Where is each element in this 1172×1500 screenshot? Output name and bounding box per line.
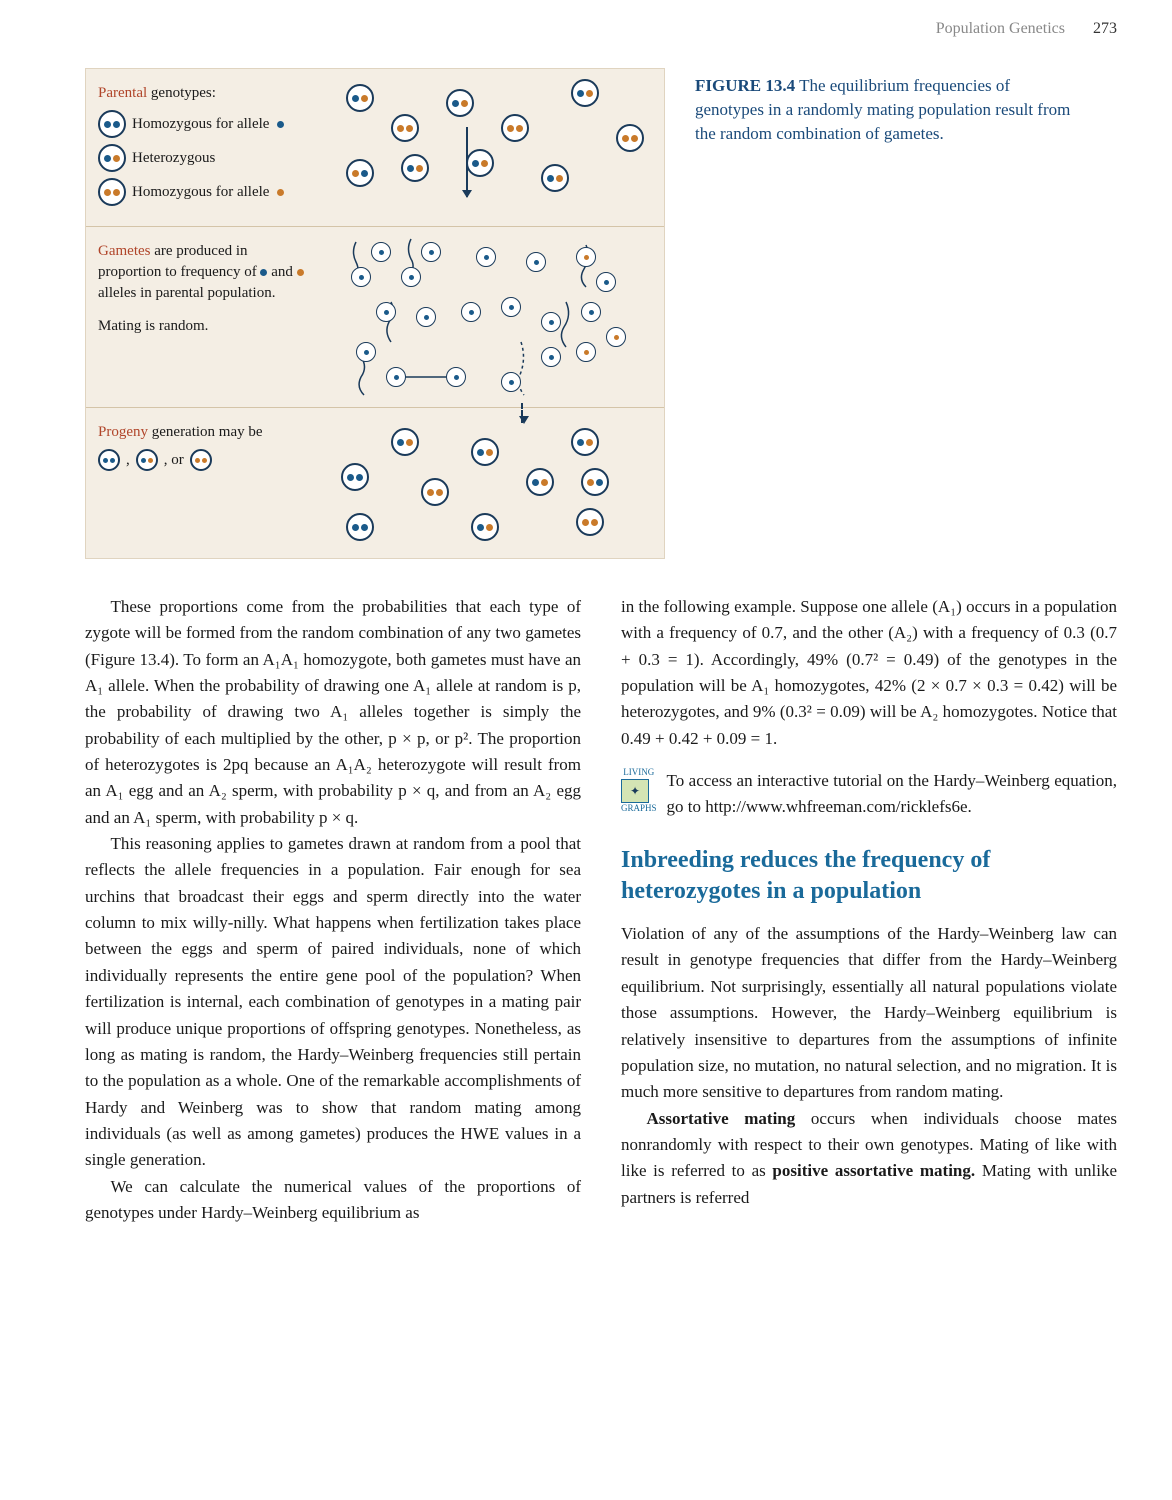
body-columns: These proportions come from the probabil… [85,594,1117,1226]
page-number: 273 [1093,20,1117,37]
figure-caption: FIGURE 13.4 The equilibrium frequencies … [695,68,1075,559]
col2-p1: in the following example. Suppose one al… [621,594,1117,752]
left-column: These proportions come from the probabil… [85,594,581,1226]
section-heading: Inbreeding reduces the frequency of hete… [621,845,1117,907]
figure-13-4: Parental genotypes: Homozygous for allel… [85,68,665,559]
panel2-gametes [316,227,664,407]
figure-panel-progeny: Progeny generation may be , , or [86,408,664,558]
figure-panel-gametes: Gametes are produced in proportion to fr… [86,227,664,408]
tutorial-text: To access an interactive tutorial on the… [667,768,1117,821]
figure-panel-parental: Parental genotypes: Homozygous for allel… [86,69,664,227]
panel2-text: Gametes are produced in proportion to fr… [86,227,316,407]
panel3-text: Progeny generation may be , , or [86,408,316,558]
arrow-dashed-icon [521,403,523,423]
heterozygous-icon [98,144,126,172]
living-graphs-icon: LIVING ✦ GRAPHS [621,768,657,814]
homozygous-blue-icon [98,110,126,138]
col1-p3: We can calculate the numerical values of… [85,1174,581,1227]
homozygous-orange-icon [98,178,126,206]
panel1-legend: Parental genotypes: Homozygous for allel… [86,69,316,226]
panel1-cells [316,69,664,219]
panel3-cells [316,408,664,558]
arrow-down-icon [466,127,468,197]
col1-p1: These proportions come from the probabil… [85,594,581,831]
living-graphs-callout: LIVING ✦ GRAPHS To access an interactive… [621,768,1117,821]
page-header: Population Genetics 273 [85,20,1117,38]
col2-p2: Violation of any of the assumptions of t… [621,921,1117,1105]
col1-p2: This reasoning applies to gametes drawn … [85,831,581,1173]
col2-p3: Assortative mating occurs when individua… [621,1106,1117,1211]
figure-area: Parental genotypes: Homozygous for allel… [85,68,1117,559]
right-column: in the following example. Suppose one al… [621,594,1117,1226]
chapter-title: Population Genetics [936,20,1065,37]
